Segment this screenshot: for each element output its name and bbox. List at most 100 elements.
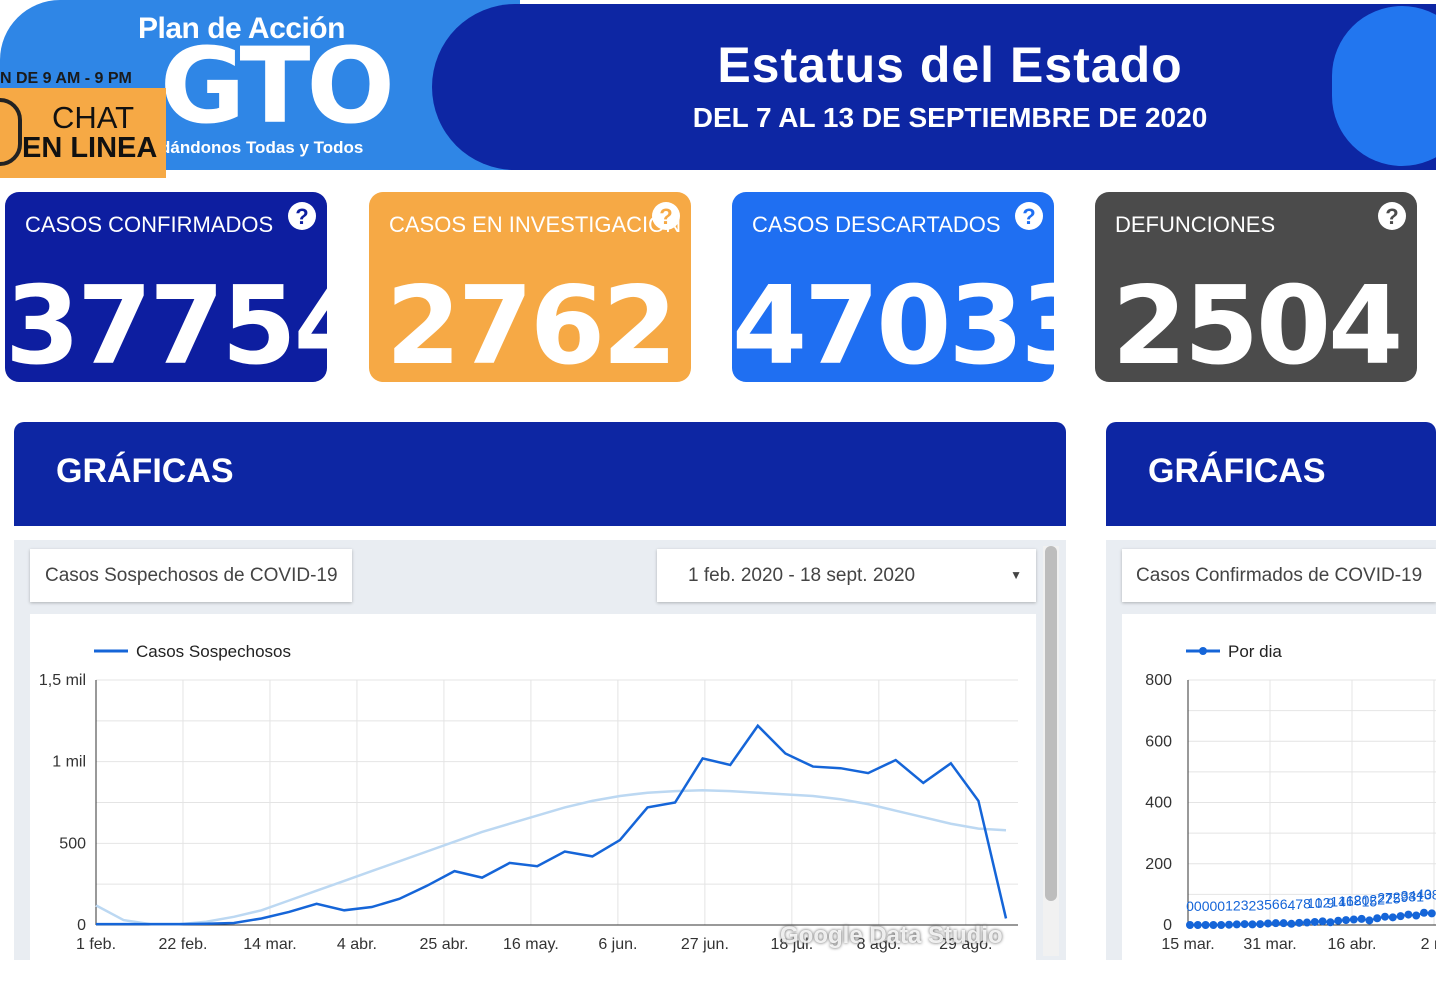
data-point: [1412, 911, 1421, 920]
chat-online-button[interactable]: [0, 88, 166, 178]
x-tick-label: 16 abr.: [1328, 936, 1377, 953]
watermark: Google Data Studio: [780, 922, 1003, 949]
data-point: [1318, 917, 1327, 926]
data-point: [1404, 910, 1413, 919]
x-tick-label: 4 abr.: [337, 936, 377, 953]
data-point: [1240, 920, 1249, 929]
card-value: 2504: [1111, 264, 1404, 382]
data-point: [1248, 920, 1257, 929]
x-tick-label: 2 m: [1421, 936, 1436, 953]
card-label: CASOS EN INVESTIGACIÓN: [389, 212, 682, 237]
data-point: [1264, 919, 1272, 928]
data-point: [1326, 918, 1335, 927]
x-tick-label: 16 may.: [503, 936, 559, 953]
card-deaths: DEFUNCIONES ? 2504: [1095, 192, 1417, 382]
card-value: 37754: [5, 264, 327, 382]
plan-title: Plan de Acción: [138, 12, 345, 45]
data-label: 1: [1225, 898, 1233, 914]
data-point: [1217, 921, 1226, 929]
data-point: [1201, 921, 1210, 929]
x-tick-label: 8 ago.: [857, 936, 901, 953]
y-tick-label: 800: [1145, 672, 1172, 689]
data-label: 0: [1186, 898, 1194, 914]
status-banner-decoration: [1332, 6, 1436, 166]
x-tick-label: 27 jun.: [681, 936, 729, 953]
section-title: GRÁFICAS: [1148, 452, 1326, 490]
scrollbar-track[interactable]: [1043, 546, 1059, 956]
data-point: [1427, 909, 1436, 918]
help-icon[interactable]: ?: [1378, 202, 1406, 230]
data-label: 34: [1401, 888, 1417, 904]
data-label: 20: [1354, 892, 1370, 908]
data-point: [1225, 920, 1233, 929]
x-tick-label: 6 jun.: [598, 936, 637, 953]
date-range-value: 1 feb. 2020 - 18 sept. 2020: [688, 565, 916, 586]
logo-tagline: dándonos Todas y Todos: [160, 138, 364, 157]
section-header-right: GRÁFICAS: [1106, 422, 1436, 526]
data-point: [1303, 918, 1311, 927]
data-label: 18: [1346, 892, 1362, 908]
data-point: [1381, 912, 1389, 921]
x-tick-label: 29 ago.: [939, 936, 992, 953]
y-tick-label: 500: [59, 835, 86, 852]
data-point: [1349, 915, 1358, 924]
chart-selector-button-right[interactable]: Casos Confirmados de COVID-19: [1122, 549, 1436, 602]
legend-marker: [1199, 647, 1207, 655]
trend-line: [95, 788, 1007, 926]
x-tick-label: 1 feb.: [76, 936, 116, 953]
card-discarded: CASOS DESCARTADOS ? 47033: [732, 192, 1054, 382]
card-confirmed: CASOS CONFIRMADOS ? 37754: [5, 192, 327, 382]
suspected-cases-chart-card: 1 feb. 22 feb. 14 mar. 4 abr. 25 abr. 16 may.…: [30, 614, 1036, 960]
data-point: [1357, 914, 1366, 923]
x-tick-label: 22 feb.: [159, 936, 208, 953]
data-point: [1232, 920, 1241, 929]
data-label: 10: [1307, 895, 1323, 911]
card-label: DEFUNCIONES: [1115, 212, 1276, 237]
data-point: [1396, 912, 1405, 921]
chart-selector-button[interactable]: Casos Sospechosos de COVID-19: [30, 549, 352, 602]
y-tick-label: 200: [1145, 856, 1172, 873]
gto-logo: GTO: [160, 25, 395, 147]
y-tick-label: 0: [77, 917, 86, 934]
data-label: 29: [1393, 889, 1409, 905]
y-tick-label: 1 mil: [52, 754, 86, 771]
data-label: 0: [1217, 898, 1225, 914]
help-icon[interactable]: ?: [1015, 202, 1043, 230]
data-label: 27: [1377, 890, 1393, 906]
legend-label: Casos Sospechosos: [136, 642, 291, 661]
status-subtitle: DEL 7 AL 13 DE SEPTIEMBRE DE 2020: [692, 102, 1208, 133]
card-label: CASOS CONFIRMADOS: [25, 212, 274, 237]
card-value: 2762: [385, 264, 678, 382]
data-point: [1209, 921, 1218, 929]
status-title: Estatus del Estado: [717, 37, 1183, 93]
help-icon[interactable]: ?: [652, 202, 680, 230]
x-tick-label: 18 jul.: [770, 936, 813, 953]
data-label: 25: [1385, 890, 1401, 906]
suspected-cases-chart: 1 feb. 22 feb. 14 mar. 4 abr. 25 abr. 16 may.…: [39, 642, 1018, 953]
data-label: 9: [1327, 895, 1335, 911]
chat-label-line1: CHAT: [52, 100, 135, 135]
help-icon[interactable]: ?: [288, 202, 316, 230]
data-point: [1310, 917, 1319, 926]
date-range-picker[interactable]: 1 feb. 2020 - 18 sept. 2020 ▼: [657, 549, 1036, 602]
data-point: [1365, 916, 1374, 925]
data-label: 5: [1264, 896, 1272, 912]
data-point: [1256, 920, 1265, 929]
data-point: [1271, 919, 1280, 928]
data-point: [1342, 916, 1350, 925]
data-label: 0: [1194, 898, 1202, 914]
data-label: 14: [1330, 894, 1346, 910]
confirmed-cases-chart-card: 15 mar.31 mar.16 abr.2 m0200400600800Por…: [1122, 614, 1436, 960]
data-point: [1420, 908, 1428, 917]
data-label: 31: [1408, 889, 1424, 905]
x-tick-label: 25 abr.: [419, 936, 468, 953]
data-label: 3: [1256, 897, 1264, 913]
data-label: 7: [1295, 896, 1303, 912]
card-label: CASOS DESCARTADOS: [752, 212, 1001, 237]
scrollbar-thumb[interactable]: [1045, 546, 1057, 901]
data-label: 2: [1233, 897, 1241, 913]
data-label: 6: [1280, 896, 1288, 912]
y-tick-label: 400: [1145, 795, 1172, 812]
data-label: 15: [1362, 893, 1378, 909]
data-label: 0: [1210, 898, 1218, 914]
